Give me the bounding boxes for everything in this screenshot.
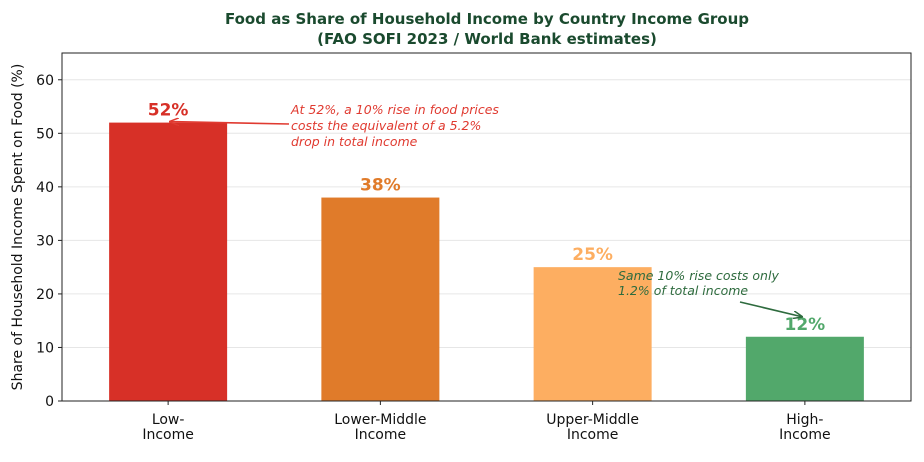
x-tick-label: Low-: [152, 412, 185, 428]
x-tick-label: Income: [779, 427, 831, 443]
annotation-arrow: [739, 301, 802, 317]
data-label: 52%: [148, 101, 189, 121]
x-tick-label: Income: [567, 427, 619, 443]
annotation-text: costs the equivalent of a 5.2%: [291, 118, 481, 133]
y-tick-label: 0: [45, 394, 54, 410]
x-tick-label: Income: [355, 427, 407, 443]
annotation-arrow: [170, 122, 290, 124]
annotation-text: At 52%, a 10% rise in food prices: [290, 102, 499, 117]
chart-subtitle: (FAO SOFI 2023 / World Bank estimates): [317, 30, 657, 48]
annotation-text: drop in total income: [291, 134, 418, 149]
annotation-text: Same 10% rise costs only: [618, 268, 779, 283]
data-label: 38%: [360, 176, 401, 196]
annotation-text: 1.2% of total income: [618, 283, 748, 298]
bar: [745, 336, 864, 401]
data-label: 25%: [572, 245, 613, 265]
y-tick-label: 20: [36, 287, 54, 303]
y-tick-label: 40: [36, 180, 54, 196]
chart-title: Food as Share of Household Income by Cou…: [225, 10, 749, 28]
y-tick-label: 50: [36, 126, 54, 142]
x-tick-label: Income: [142, 427, 194, 443]
plot-frame: [61, 52, 912, 402]
x-tick-label: Upper-Middle: [546, 412, 639, 428]
x-tick-label: High-: [786, 412, 823, 428]
y-tick-label: 30: [36, 233, 54, 249]
y-tick-label: 10: [36, 340, 54, 356]
x-tick-label: Lower-Middle: [334, 412, 426, 428]
y-tick-label: 60: [36, 73, 54, 89]
y-axis-label: Share of Household Income Spent on Food …: [10, 64, 26, 391]
bar: [321, 197, 440, 401]
data-label: 12%: [785, 315, 826, 335]
bar: [533, 267, 652, 401]
bar: [109, 122, 228, 401]
